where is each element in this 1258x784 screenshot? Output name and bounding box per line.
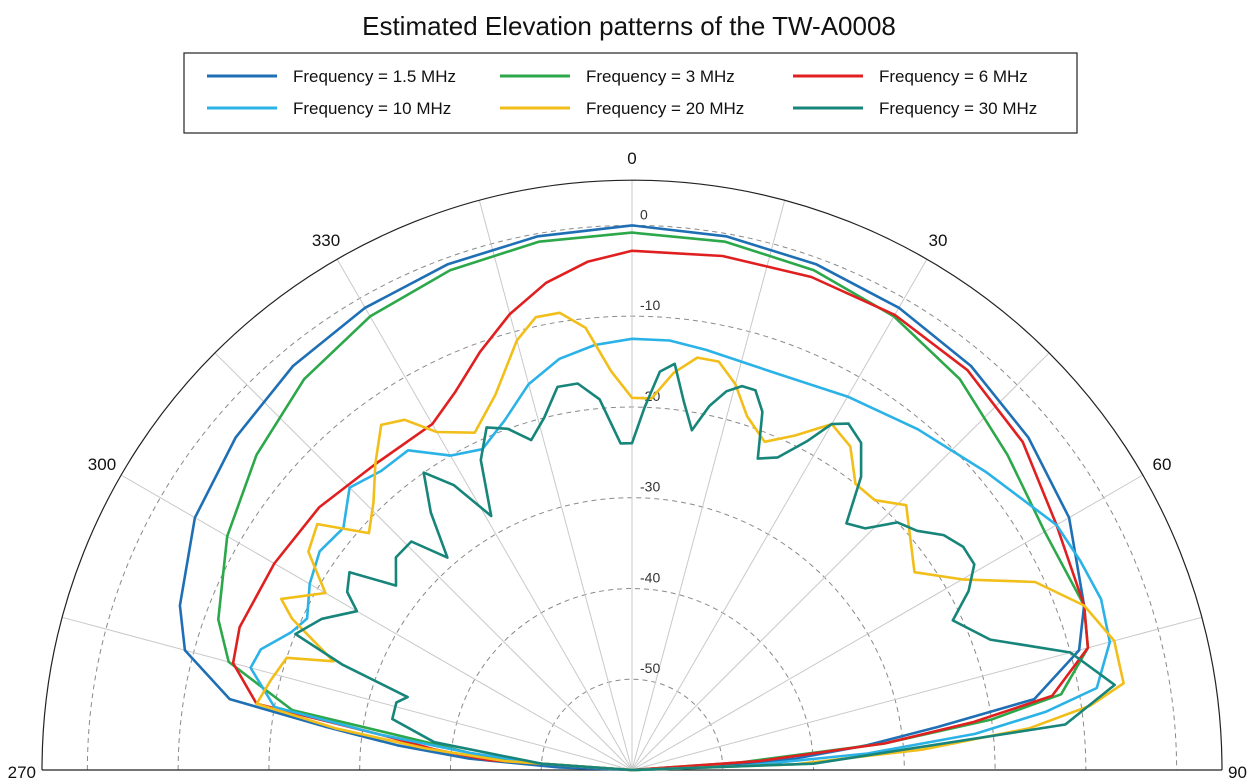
legend: Frequency = 1.5 MHz Frequency = 3 MHz Freq…	[183, 52, 1078, 134]
legend-box	[183, 52, 1078, 134]
legend-label: Frequency = 10 MHz	[293, 99, 451, 118]
angular-grid-spoke	[631, 199, 786, 771]
legend-label: Frequency = 20 MHz	[586, 99, 744, 118]
angular-grid-spoke	[631, 258, 928, 771]
angle-tick-label: 90	[1228, 763, 1247, 782]
series-line	[255, 311, 1125, 772]
angular-grid-spoke	[120, 474, 633, 771]
angle-tick-label: 30	[929, 231, 948, 250]
radial-tick-label: -40	[640, 569, 660, 585]
angular-grid-spoke	[631, 474, 1144, 771]
radial-tick-label: -30	[640, 479, 660, 495]
series-lines	[178, 224, 1125, 772]
angle-tick-label: 330	[312, 231, 340, 250]
angle-tick-label: 270	[8, 763, 36, 782]
radial-tick-label: -50	[640, 660, 660, 676]
chart-title: Estimated Elevation patterns of the TW-A…	[362, 11, 896, 41]
angular-grid-spoke	[631, 616, 1203, 771]
series-line	[249, 337, 1112, 772]
legend-label: Frequency = 30 MHz	[879, 99, 1037, 118]
angular-grid-spoke	[61, 616, 633, 771]
angular-grid-spoke	[478, 199, 633, 771]
angle-tick-label: 300	[88, 455, 116, 474]
series-line	[294, 362, 1116, 772]
angular-grid-spoke	[336, 258, 633, 771]
angle-tick-label: 60	[1153, 455, 1172, 474]
angular-grid-spoke	[214, 352, 633, 771]
legend-label: Frequency = 3 MHz	[586, 67, 735, 86]
series-line	[217, 231, 1090, 772]
legend-label: Frequency = 1.5 MHz	[293, 67, 456, 86]
series-line	[178, 224, 1086, 772]
radial-tick-label: 0	[640, 206, 648, 222]
series-line	[231, 249, 1090, 772]
angular-grid-spoke	[631, 352, 1050, 771]
legend-label: Frequency = 6 MHz	[879, 67, 1028, 86]
polar-grid	[41, 179, 1223, 771]
angle-tick-label: 0	[627, 149, 636, 168]
radial-tick-label: -10	[640, 297, 660, 313]
outer-boundary	[41, 179, 1223, 771]
